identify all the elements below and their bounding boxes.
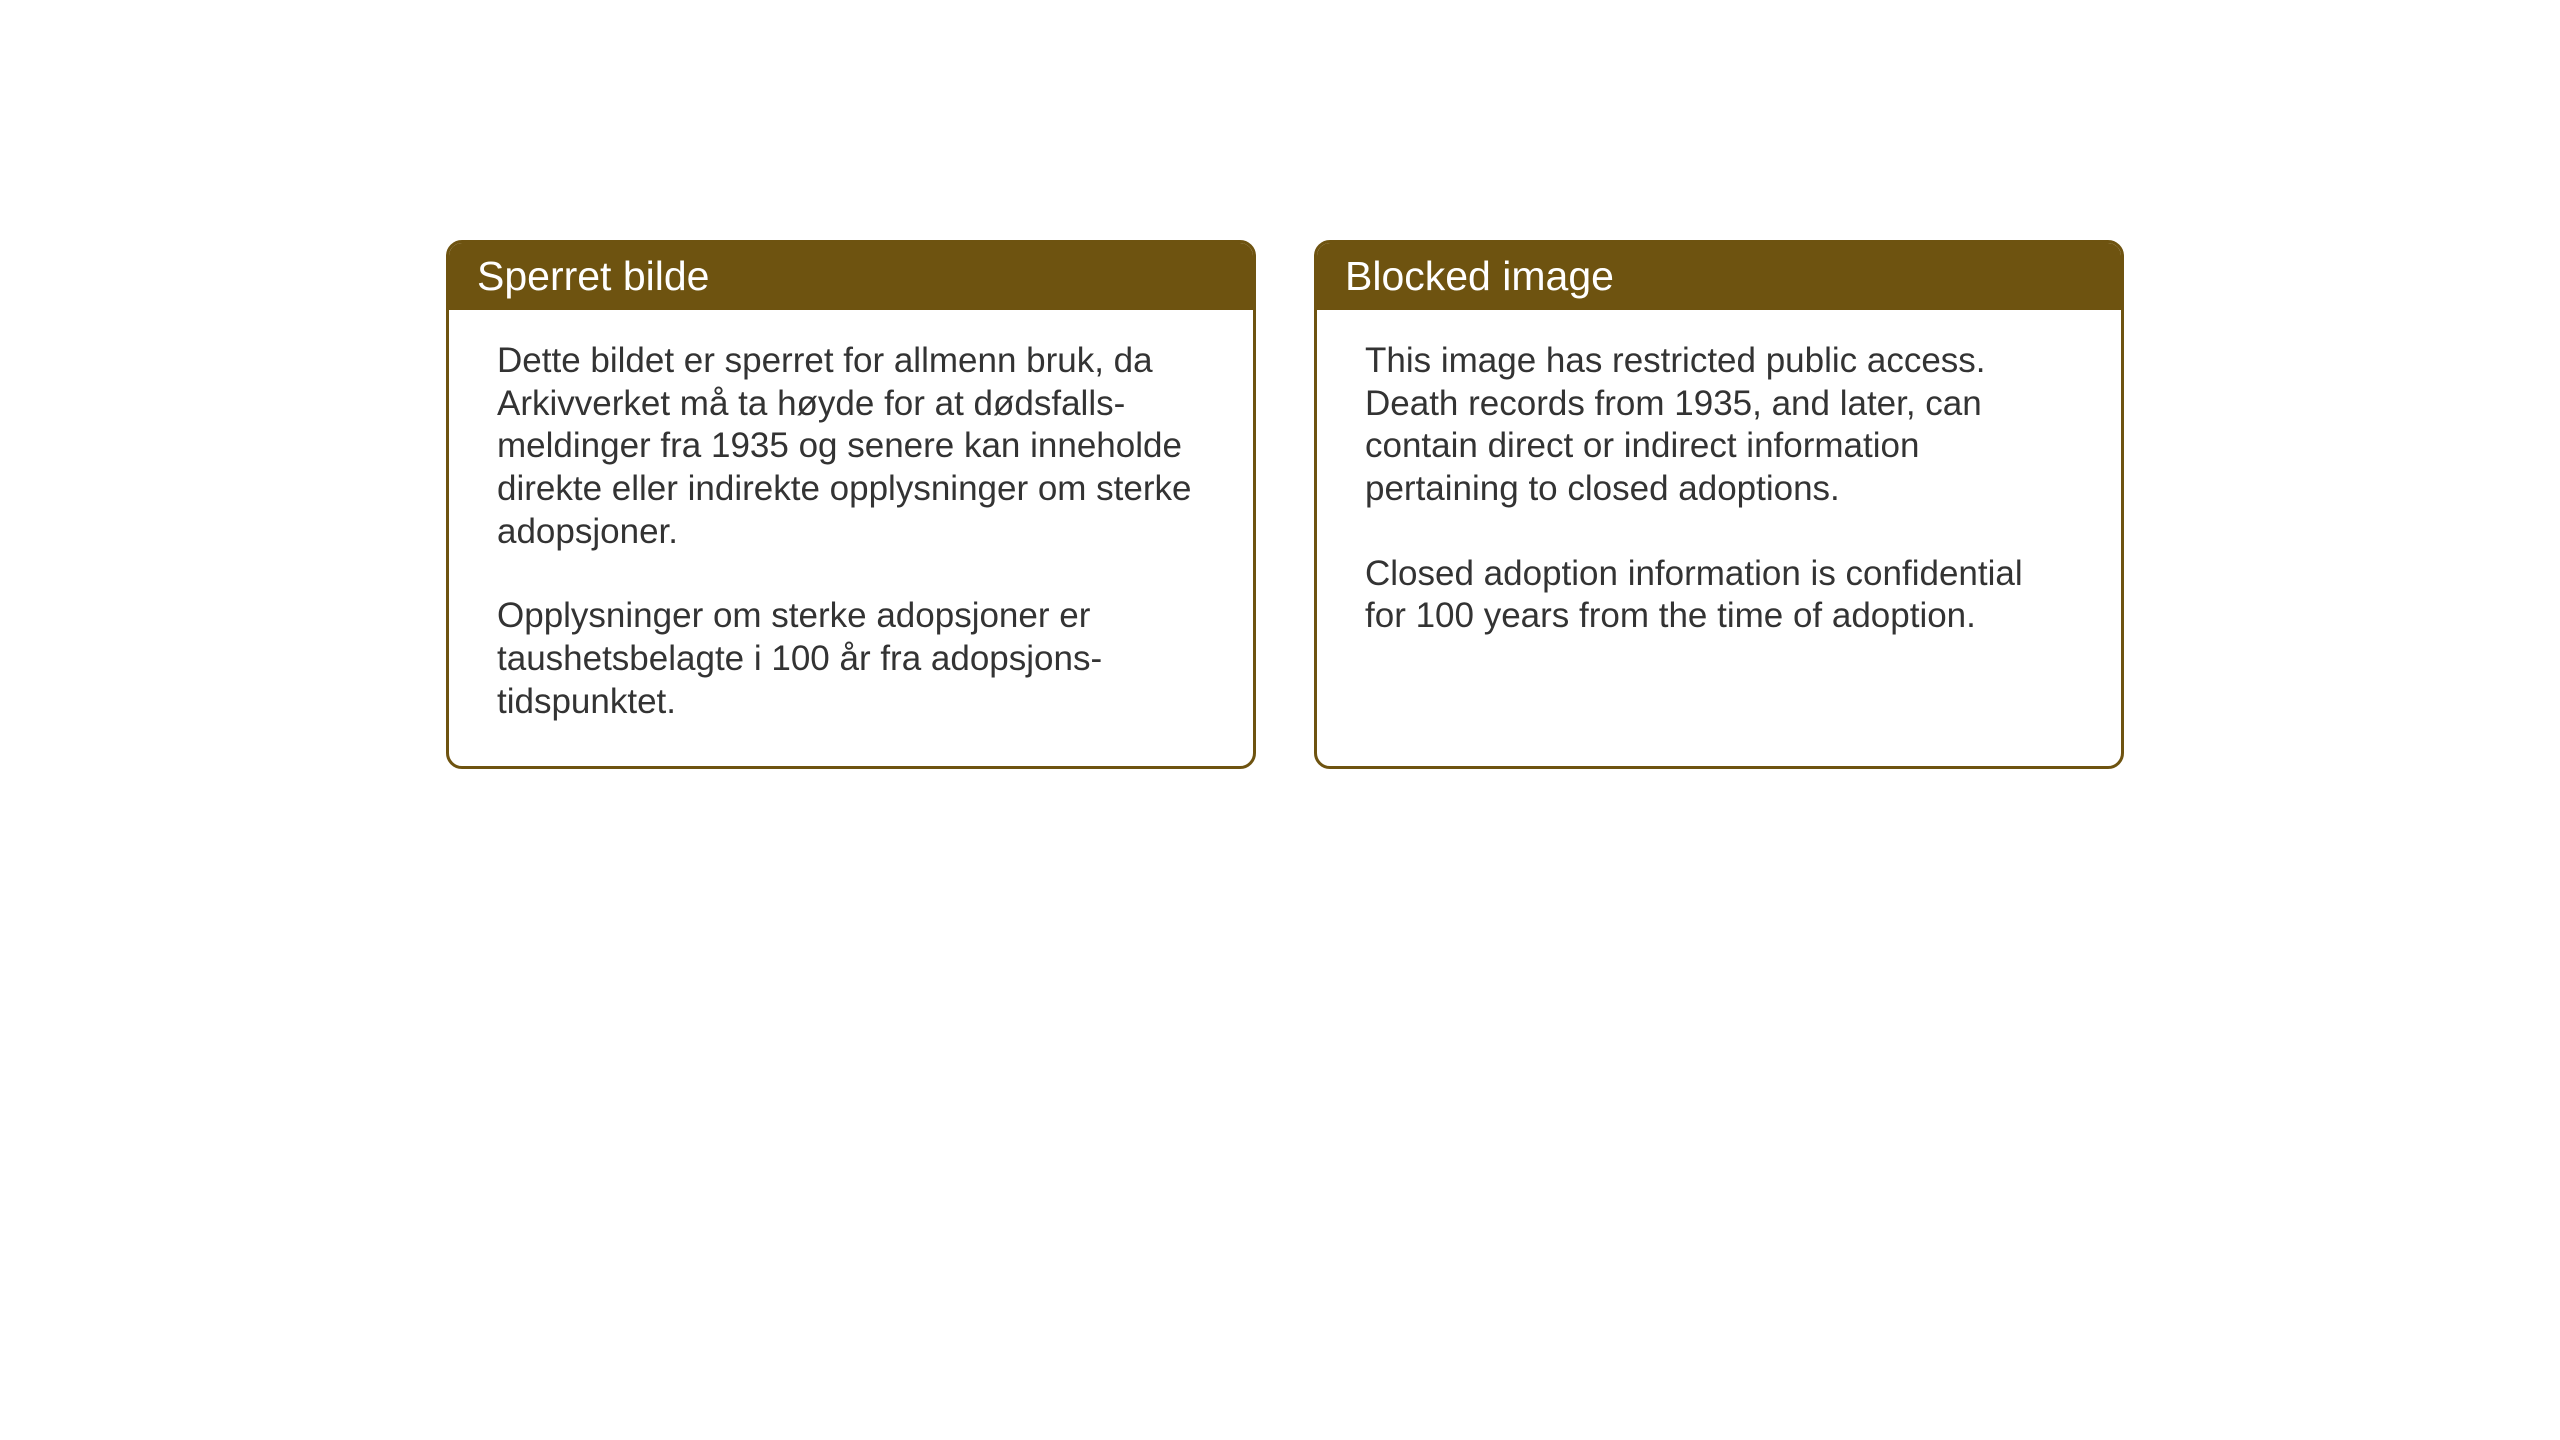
notice-title-norwegian: Sperret bilde (477, 253, 709, 299)
notice-header-norwegian: Sperret bilde (449, 243, 1253, 310)
notice-container: Sperret bilde Dette bildet er sperret fo… (446, 240, 2124, 769)
notice-body-english: This image has restricted public access.… (1317, 310, 2121, 680)
notice-paragraph-1-norwegian: Dette bildet er sperret for allmenn bruk… (497, 340, 1205, 553)
notice-body-norwegian: Dette bildet er sperret for allmenn bruk… (449, 310, 1253, 766)
notice-title-english: Blocked image (1345, 253, 1614, 299)
notice-paragraph-2-english: Closed adoption information is confident… (1365, 553, 2073, 638)
notice-paragraph-2-norwegian: Opplysninger om sterke adopsjoner er tau… (497, 595, 1205, 723)
notice-header-english: Blocked image (1317, 243, 2121, 310)
notice-box-english: Blocked image This image has restricted … (1314, 240, 2124, 769)
notice-box-norwegian: Sperret bilde Dette bildet er sperret fo… (446, 240, 1256, 769)
notice-paragraph-1-english: This image has restricted public access.… (1365, 340, 2073, 511)
